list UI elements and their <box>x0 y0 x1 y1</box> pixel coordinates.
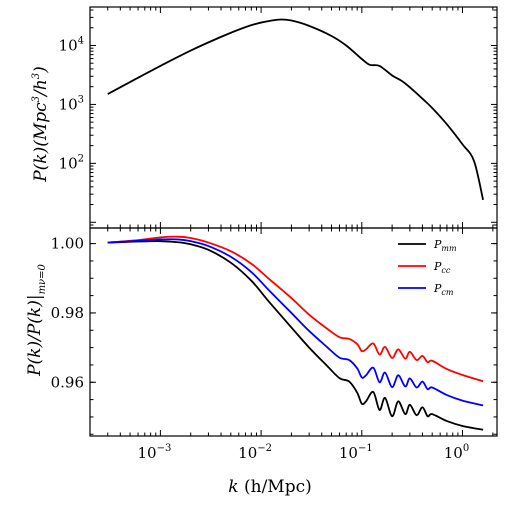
y-tick-label: 0.98 <box>51 304 84 322</box>
top-panel: 102 103 104 <box>59 6 498 229</box>
legend-label-pmm: Pmm <box>433 238 457 253</box>
series-line-pmm <box>107 240 484 431</box>
bottom-y-axis-label: P(k)/P(k)|mν=0 <box>25 263 48 376</box>
y-tick-label: 102 <box>59 153 84 172</box>
y-tick-label: 0.96 <box>51 373 84 391</box>
y-tick-label: 103 <box>59 94 84 113</box>
y-tick-label: 104 <box>59 35 84 54</box>
legend-label-pcc: Pcc <box>433 260 451 275</box>
x-tick-label: 100 <box>444 443 469 462</box>
plot-frame-1 <box>89 227 498 437</box>
bottom-panel: 0.96 0.98 1.00 10−3 10−2 10−1 100 <box>51 227 498 462</box>
series-line-0 <box>107 18 484 201</box>
y-tick-label: 1.00 <box>51 235 84 253</box>
x-tick-label: 10−3 <box>137 443 171 462</box>
top-y-axis-label: P(k)(Mpc3/h3) <box>31 66 51 183</box>
x-axis-label: k (h/Mpc) <box>228 477 311 497</box>
legend-label-pcm: Pcm <box>433 282 454 297</box>
x-tick-label: 10−1 <box>339 443 373 462</box>
x-tick-label: 10−2 <box>238 443 272 462</box>
series-line-pcc <box>107 235 484 383</box>
legend: Pmm Pcc Pcm <box>398 238 457 297</box>
series-line-pcm <box>107 238 484 407</box>
plot-frame-0 <box>89 6 498 229</box>
